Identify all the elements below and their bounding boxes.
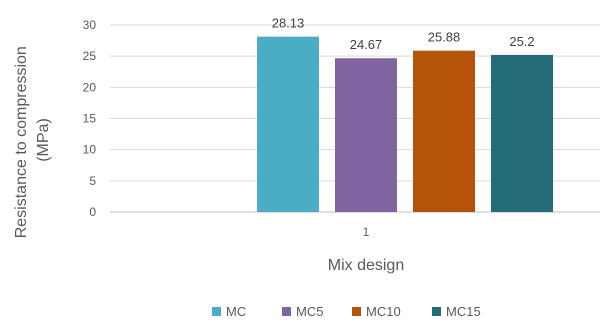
legend-swatch-mc	[212, 307, 221, 316]
y-axis-title-line-2: (MPa)	[35, 118, 52, 162]
data-label-mc10: 25.88	[428, 30, 461, 45]
legend-label-mc15: MC15	[446, 304, 481, 319]
x-axis-title: Mix design	[328, 257, 404, 274]
bar-mc	[257, 36, 319, 212]
x-tick-label-1: 1	[363, 225, 370, 239]
legend-label-mc5: MC5	[296, 304, 323, 319]
data-labels: 28.13 24.67 25.88 25.2	[272, 16, 535, 53]
data-label-mc5: 24.67	[350, 37, 383, 52]
data-label-mc: 28.13	[272, 16, 305, 31]
legend-label-mc: MC	[226, 304, 246, 319]
y-axis-title: Resistance to compression (MPa)	[13, 42, 52, 239]
data-label-mc15: 25.2	[509, 34, 534, 49]
bar-mc5	[335, 58, 397, 213]
y-tick-label-20: 20	[83, 80, 97, 94]
y-axis-ticks: 0 5 10 15 20 25 30	[83, 18, 97, 219]
legend-label-mc10: MC10	[366, 304, 401, 319]
legend-swatch-mc15	[432, 307, 441, 316]
legend-swatch-mc5	[282, 307, 291, 316]
x-axis-ticks: 1	[363, 225, 370, 239]
y-tick-label-30: 30	[83, 18, 97, 32]
legend-swatch-mc10	[352, 307, 361, 316]
y-tick-label-25: 25	[83, 49, 97, 63]
y-tick-label-15: 15	[83, 112, 97, 126]
y-tick-label-0: 0	[89, 205, 96, 219]
legend: MC MC5 MC10 MC15	[212, 304, 481, 319]
bar-mc10	[413, 50, 475, 212]
y-tick-label-5: 5	[89, 174, 96, 188]
y-tick-label-10: 10	[83, 143, 97, 157]
bar-mc15	[491, 54, 553, 212]
bars	[257, 36, 553, 213]
y-axis-title-line-1: Resistance to compression	[13, 46, 30, 238]
